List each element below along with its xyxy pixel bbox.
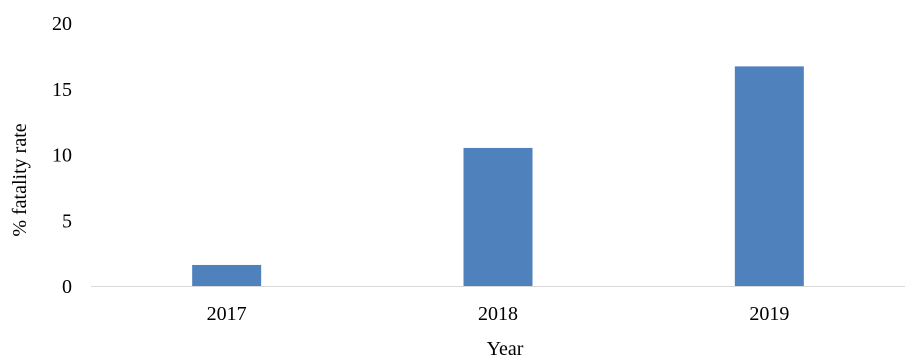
x-tick-label: 2017 bbox=[207, 303, 247, 325]
bar-2019 bbox=[734, 66, 804, 287]
y-tick-label: 10 bbox=[52, 145, 72, 167]
x-tick-label: 2018 bbox=[478, 303, 518, 325]
bar-2017 bbox=[192, 264, 262, 286]
y-tick-label: 20 bbox=[52, 13, 72, 35]
x-axis-title: Year bbox=[487, 338, 524, 358]
y-tick-label: 5 bbox=[62, 210, 72, 232]
x-tick-label: 2019 bbox=[749, 303, 789, 325]
y-axis-title: % fatality rate bbox=[9, 123, 31, 236]
bar-2018 bbox=[463, 147, 533, 286]
y-tick-label: 0 bbox=[62, 276, 72, 298]
y-tick-label: 15 bbox=[52, 79, 72, 101]
plot-area: 0 5 10 15 20 2017 2018 2019 bbox=[52, 13, 905, 325]
